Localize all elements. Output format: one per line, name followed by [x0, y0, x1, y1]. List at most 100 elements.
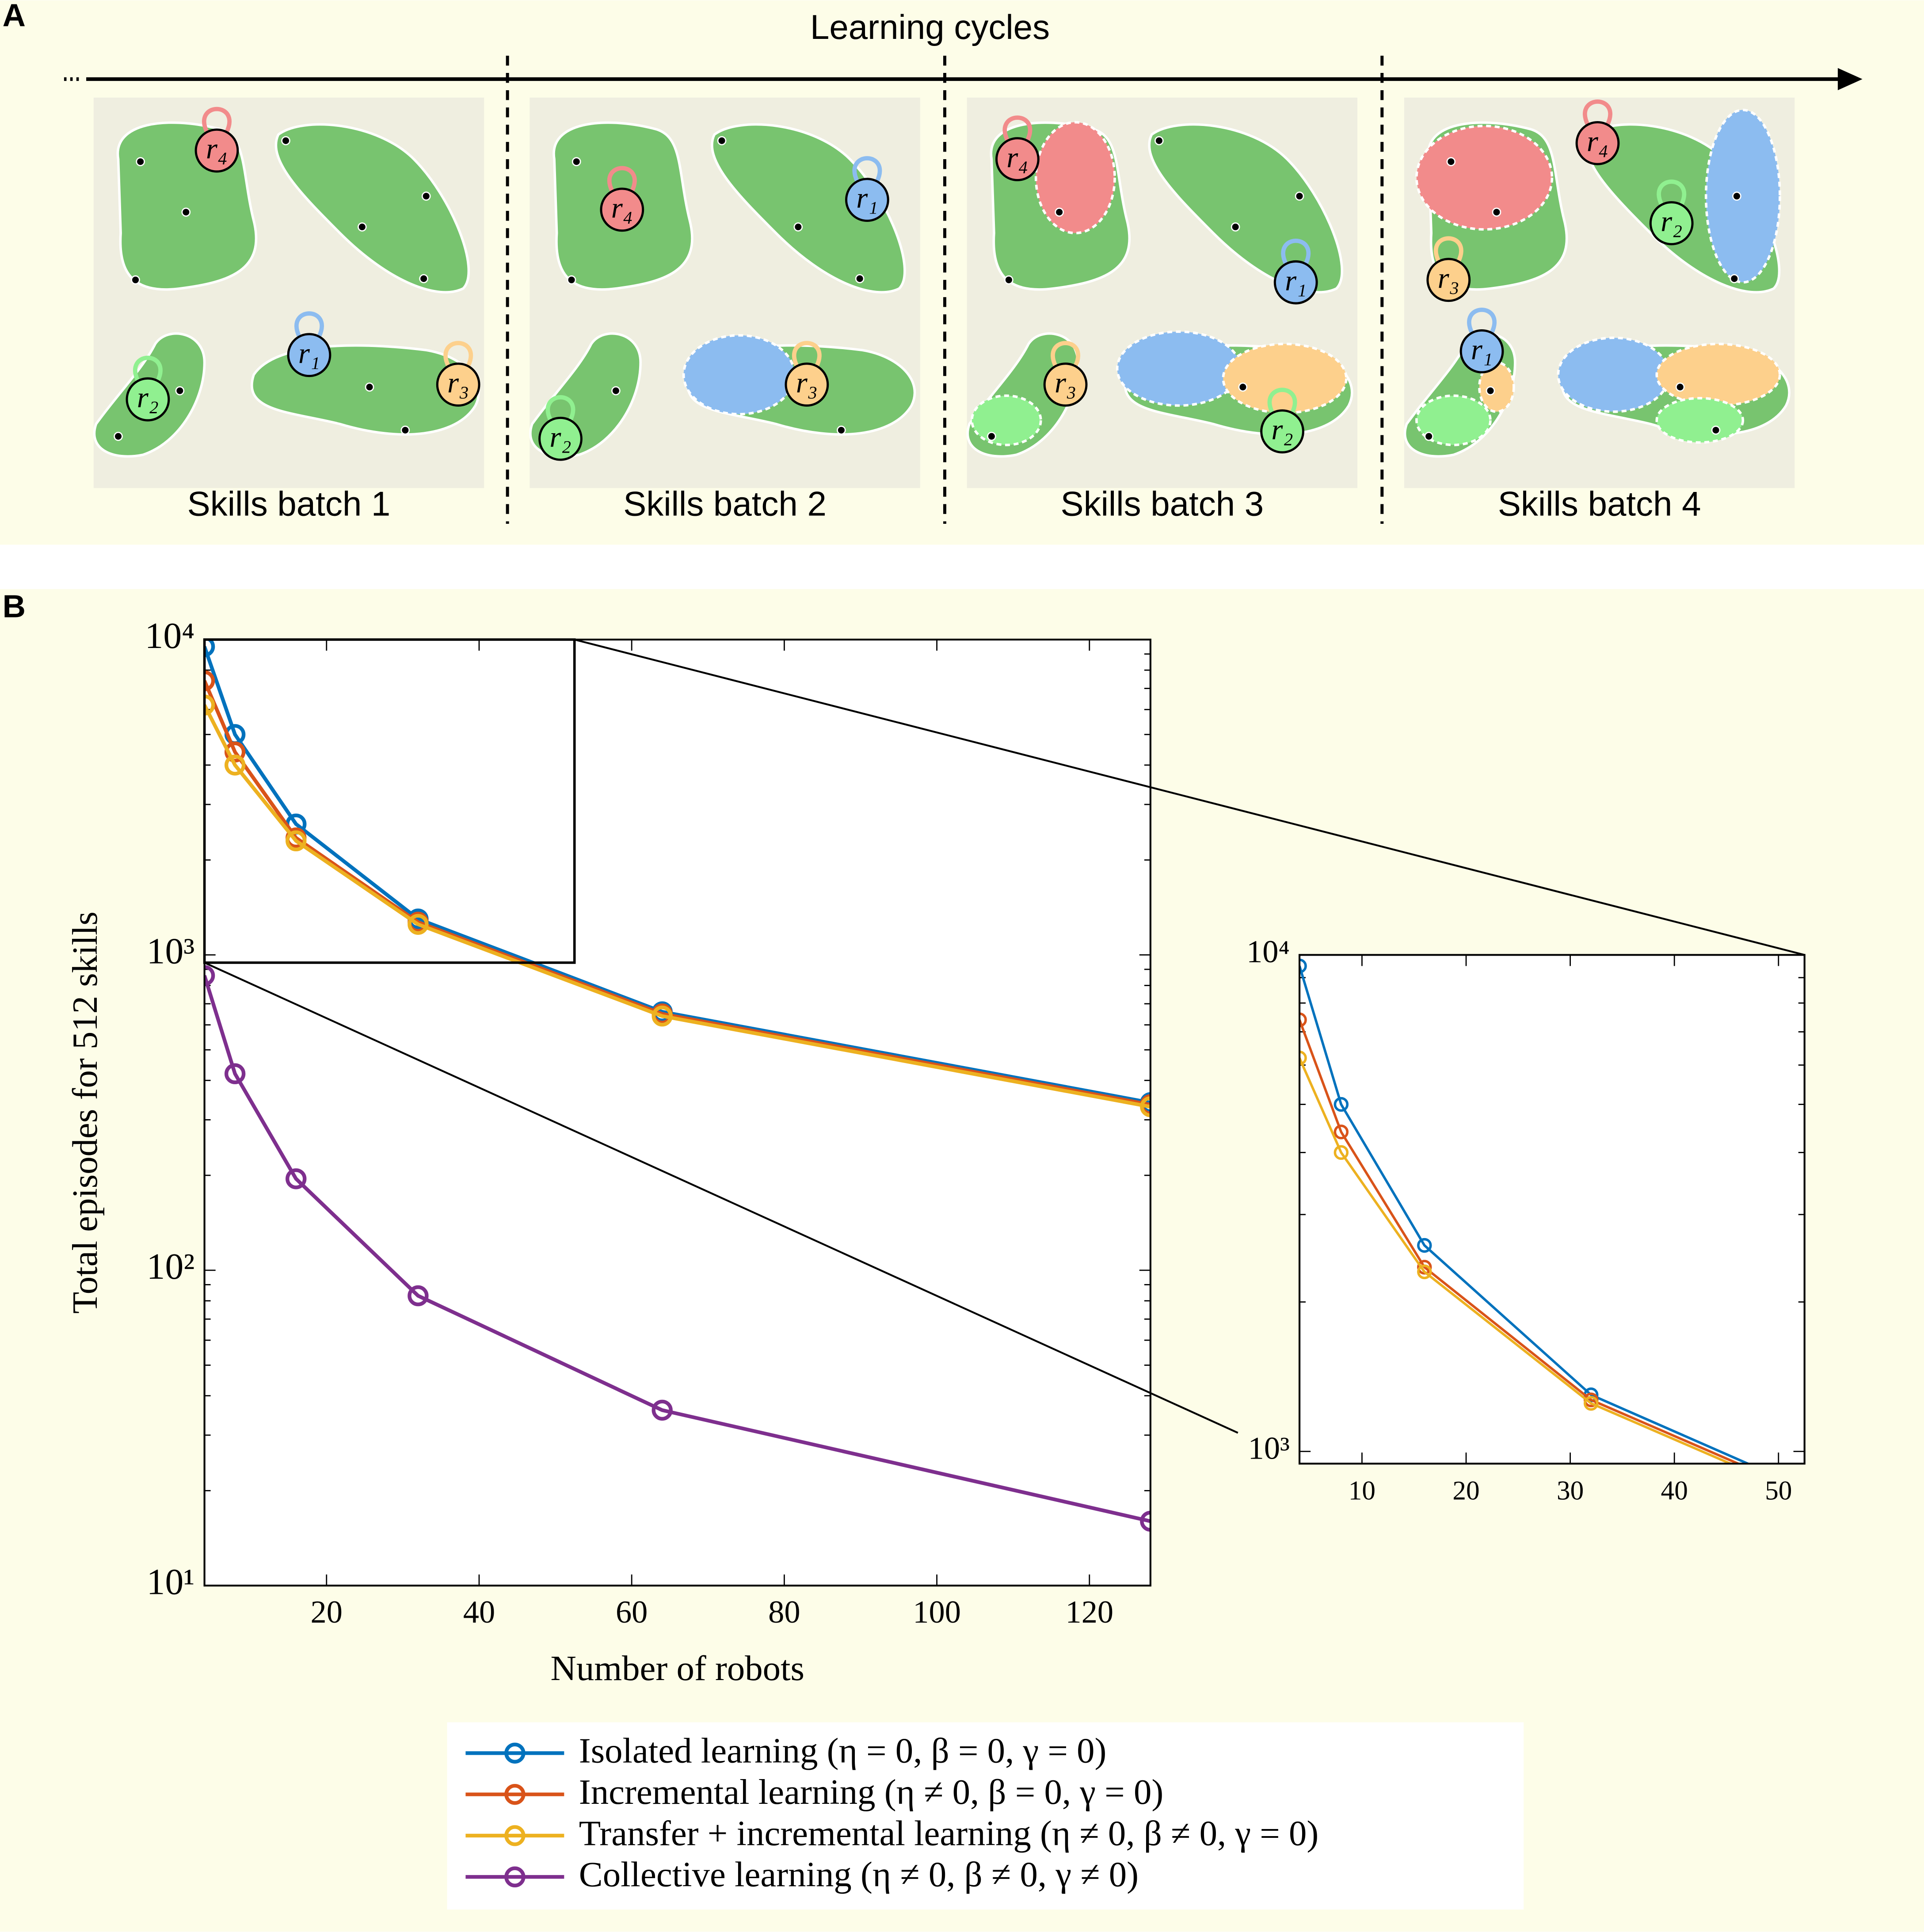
charts: 10¹ 10² 10³ 10⁴ 20 40 60 80 100 120 Number of robo… — [65, 616, 1806, 1910]
point-marker — [1140, 1096, 1151, 1117]
skill-dot — [1231, 222, 1240, 232]
self-loop — [1281, 239, 1311, 265]
batch-label: Skills batch 1 — [187, 484, 391, 523]
x-tick-label: 20 — [1452, 1475, 1479, 1505]
skill-dot — [1295, 191, 1304, 201]
zoom-connector — [574, 638, 1805, 956]
learned-region — [1222, 343, 1348, 415]
skill-dot — [567, 275, 576, 285]
self-loop — [202, 107, 232, 133]
legend-marker — [504, 1866, 526, 1888]
robot — [995, 137, 1040, 182]
learned-region — [682, 334, 796, 415]
x-tick-label: 50 — [1765, 1475, 1792, 1505]
skill-dot — [571, 157, 581, 167]
point-marker — [204, 670, 215, 691]
series-line — [204, 680, 1151, 1107]
skill-dot — [793, 222, 803, 232]
legend-label: Transfer + incremental learning (η ≠ 0, … — [579, 1814, 1319, 1853]
self-loop — [545, 395, 575, 422]
skill-dot — [400, 425, 410, 435]
x-tick-label: 100 — [913, 1594, 961, 1630]
x-tick-label: 20 — [311, 1594, 343, 1630]
legend-marker — [504, 1742, 526, 1764]
point-marker — [286, 830, 307, 852]
point-marker — [1333, 1097, 1349, 1112]
learned-region — [971, 394, 1042, 446]
skill-dot — [855, 274, 865, 283]
skill-cluster — [274, 123, 470, 293]
skill-dot — [1486, 386, 1495, 396]
series-group — [1299, 958, 1751, 1464]
arrow-head — [1837, 68, 1863, 91]
series-line — [1299, 1057, 1734, 1464]
point-marker — [204, 639, 215, 657]
legend-marker — [504, 1783, 526, 1805]
learned-region — [1415, 125, 1554, 231]
robot-label: r₄ — [611, 192, 633, 225]
robot — [126, 377, 170, 422]
skill-dot — [181, 207, 191, 217]
robot-label: r₁ — [1285, 264, 1307, 297]
learned-region — [1655, 396, 1745, 444]
robot — [436, 362, 480, 407]
skill-dot — [1675, 382, 1685, 392]
axes-box — [1298, 954, 1806, 1465]
point-marker — [1299, 1012, 1307, 1028]
batch-label: Skills batch 4 — [1498, 484, 1701, 523]
point-marker — [1299, 958, 1307, 974]
point-marker — [1299, 1050, 1307, 1066]
axes-box — [203, 638, 1151, 1587]
series-line — [1299, 965, 1751, 1464]
robot-label: r₂ — [1661, 205, 1682, 238]
x-tick-label: 10 — [1349, 1475, 1375, 1505]
skill-dot — [1446, 157, 1456, 167]
point-marker — [1417, 1264, 1432, 1280]
robot-label: r₁ — [1471, 333, 1493, 366]
point-marker — [204, 965, 215, 986]
skill-dot — [281, 136, 290, 145]
robot — [1459, 329, 1504, 373]
series-line — [204, 975, 1151, 1523]
robot-label: r₂ — [137, 381, 159, 414]
robot — [1575, 121, 1620, 165]
main-chart: 10¹ 10² 10³ 10⁴ 20 40 60 80 100 120 Number of robo… — [65, 616, 1151, 1688]
panel-label: B — [3, 588, 26, 624]
robot — [194, 128, 239, 173]
x-tick-label: 80 — [768, 1594, 800, 1630]
x-axis-label: Number of robots — [551, 1649, 804, 1688]
y-tick-label: 10¹ — [147, 1562, 195, 1602]
point-marker — [1140, 1510, 1151, 1532]
y-axis-label: Total episodes for 512 skills — [65, 911, 105, 1314]
point-marker — [408, 1285, 429, 1307]
zoom-box — [203, 638, 576, 964]
robot — [538, 416, 583, 461]
x-tick-label: 40 — [463, 1594, 495, 1630]
skill-dot — [365, 382, 374, 392]
learned-region — [1655, 343, 1781, 407]
learned-region — [1415, 394, 1492, 446]
point-marker — [1584, 1396, 1599, 1411]
plot-area — [1299, 955, 1805, 1464]
skill-dot — [1055, 207, 1064, 217]
skill-dot — [1424, 431, 1434, 441]
skill-dot — [1730, 274, 1739, 283]
panels: Skills batch 1 r₄ r₁ r₂ r₃ Skills batch 2 r₄ r₁… — [93, 56, 1795, 524]
self-loop — [1267, 388, 1297, 414]
skills-panel — [1403, 97, 1795, 488]
y-tick-label: 10⁴ — [145, 616, 195, 656]
skill-dot — [1154, 136, 1164, 145]
robot-label: r₂ — [549, 421, 571, 453]
series-group — [204, 639, 1151, 1532]
skill-dot — [1711, 425, 1721, 435]
skill-cluster — [1148, 123, 1343, 293]
self-loop — [607, 166, 637, 192]
series-line — [204, 646, 1151, 1105]
point-marker — [1333, 1145, 1349, 1160]
robot — [1649, 201, 1694, 245]
self-loop — [1467, 308, 1497, 334]
series-line — [204, 704, 1151, 1109]
skill-dot — [419, 274, 428, 283]
robot-label: r₁ — [856, 182, 878, 214]
